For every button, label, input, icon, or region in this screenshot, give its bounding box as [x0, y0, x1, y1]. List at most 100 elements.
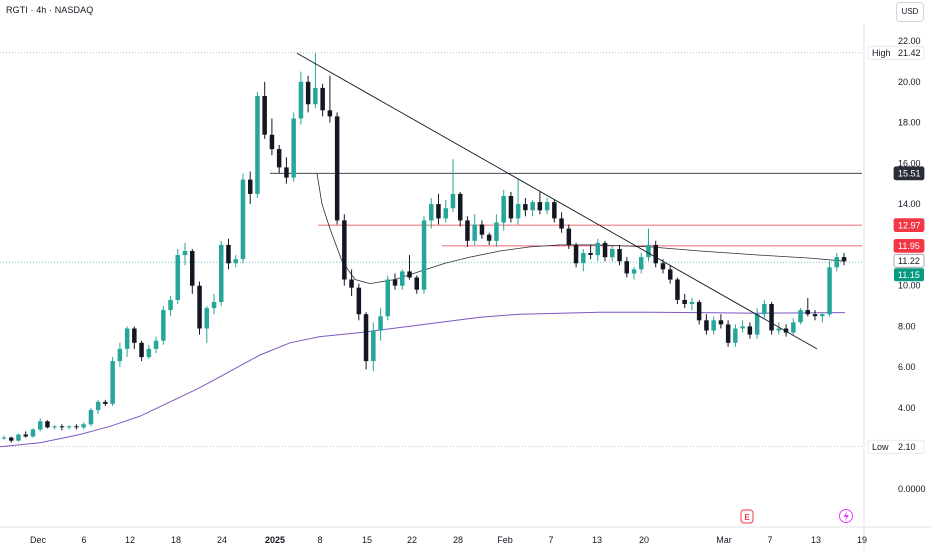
- y-tick-label: 6.00: [898, 362, 916, 372]
- price-tag-15-51-bg: [893, 166, 925, 181]
- candle-body: [81, 424, 86, 428]
- candle-body: [88, 410, 94, 425]
- bolt-icon: [843, 511, 849, 522]
- candle-body: [219, 244, 224, 302]
- price-tag-11-95-bg: [893, 239, 925, 253]
- x-tick-label: 15: [362, 535, 372, 545]
- candle-body: [327, 110, 333, 117]
- candle-body: [443, 208, 448, 219]
- y-tick-label: 16.00: [898, 158, 921, 168]
- candle-body: [725, 324, 731, 343]
- x-tick-label: 22: [407, 535, 417, 545]
- candle-body: [762, 304, 767, 315]
- high-label: High: [872, 48, 891, 58]
- symbol-title: RGTI · 4h · NASDAQ: [6, 5, 94, 15]
- candle-body: [501, 196, 506, 223]
- candle-body: [132, 328, 137, 343]
- high-value: 21.42: [898, 48, 921, 58]
- candle-body: [320, 87, 325, 111]
- candle-body: [617, 249, 622, 262]
- candle-body: [450, 193, 456, 209]
- candle-body: [820, 314, 825, 317]
- earnings-event-icon: [740, 509, 754, 524]
- trendline: [296, 52, 818, 350]
- currency-button[interactable]: USD: [896, 2, 924, 22]
- candle-body: [718, 320, 724, 325]
- candle-body: [66, 426, 72, 428]
- candle-body: [392, 279, 398, 286]
- y-tick-label: 8.00: [898, 321, 916, 331]
- candle-body: [436, 204, 441, 219]
- candle-body: [16, 434, 21, 441]
- candle-body: [805, 310, 810, 315]
- candle-body: [653, 244, 658, 264]
- candle-body: [791, 322, 796, 333]
- price-tag-11-22-bg: [893, 253, 925, 268]
- y-tick-label: 18.00: [898, 118, 921, 128]
- candle-body: [675, 279, 680, 300]
- candle-body: [660, 263, 666, 270]
- candle-body: [146, 348, 152, 358]
- candle-body: [639, 257, 644, 270]
- candle-body: [30, 429, 36, 437]
- x-tick-label: 24: [217, 535, 227, 545]
- candle-body: [508, 196, 514, 219]
- x-tick-label: 19: [857, 535, 867, 545]
- price-tag-15-51: 15.51: [898, 169, 921, 179]
- candle-body: [747, 326, 753, 335]
- candle-body: [175, 255, 180, 300]
- candle-body: [110, 361, 115, 404]
- y-tick-label: 10.00: [898, 281, 921, 291]
- candle-body: [38, 421, 43, 430]
- candle-body: [711, 320, 716, 331]
- candle-body: [407, 271, 412, 278]
- candle-body: [588, 253, 593, 255]
- candle-body: [190, 251, 195, 286]
- candle-body: [298, 81, 304, 119]
- x-tick-label: 6: [81, 535, 86, 545]
- candle-body: [349, 279, 354, 288]
- candle-body: [646, 244, 651, 258]
- x-tick-label: 18: [171, 535, 181, 545]
- candle-body: [233, 259, 238, 264]
- candle-body: [139, 342, 144, 358]
- candle-body: [45, 421, 50, 428]
- candle-body: [776, 328, 782, 331]
- x-tick-label: 13: [811, 535, 821, 545]
- earnings-event-letter: E: [744, 513, 750, 522]
- x-tick-label: Dec: [30, 535, 47, 545]
- candle-body: [103, 401, 108, 404]
- candle-body: [356, 287, 362, 315]
- last-price-tag-bg: [894, 268, 924, 282]
- candle-body: [342, 220, 347, 280]
- candle-body: [204, 308, 209, 329]
- last-price-tag: 11.15: [898, 270, 920, 280]
- x-tick-label: 8: [317, 535, 322, 545]
- candle-body: [305, 81, 311, 105]
- candle-body: [117, 348, 123, 362]
- candle-body: [385, 279, 390, 317]
- low-label: Low: [872, 442, 889, 452]
- candle-body: [378, 316, 383, 331]
- low-tag-bg: [867, 439, 925, 454]
- candle-body: [740, 326, 745, 329]
- candle-body: [704, 320, 709, 331]
- candle-body: [371, 330, 376, 362]
- ma-long-line: [0, 311, 846, 448]
- candle-body: [486, 234, 492, 241]
- candle-body: [783, 328, 789, 333]
- x-tick-label: 2025: [265, 535, 285, 545]
- candle-body: [834, 257, 839, 268]
- candle-body: [23, 434, 28, 437]
- candle-body: [262, 96, 267, 135]
- candle-body: [610, 249, 615, 258]
- candle-body: [668, 269, 673, 280]
- candle-body: [74, 426, 79, 428]
- candle-body: [124, 328, 130, 349]
- candle-body: [689, 302, 695, 304]
- candle-body: [733, 328, 738, 343]
- candle-body: [552, 202, 557, 219]
- candle-body: [9, 437, 14, 441]
- candle-body: [313, 87, 318, 105]
